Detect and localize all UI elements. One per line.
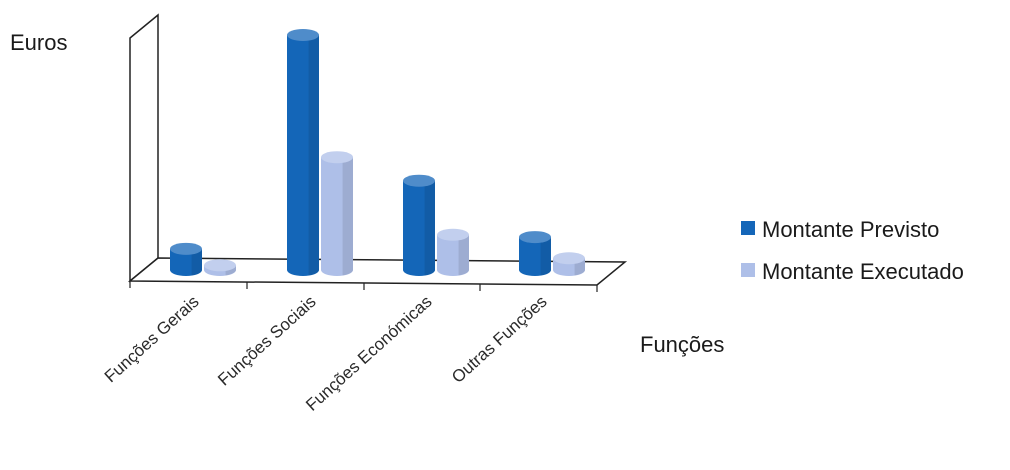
bar-cap xyxy=(403,174,435,187)
bar-cap xyxy=(287,29,319,41)
bar-cap xyxy=(204,259,236,272)
legend-swatch-previsto xyxy=(741,221,755,235)
legend-label-executado: Montante Executado xyxy=(762,259,964,284)
bar-shade xyxy=(458,234,469,276)
bar-cap xyxy=(170,242,202,255)
back-wall xyxy=(129,13,159,283)
bar-shade xyxy=(342,157,353,276)
bar-shade xyxy=(540,237,551,276)
bar-0-0 xyxy=(170,242,202,276)
bar-shade xyxy=(424,180,435,276)
bar-3-1 xyxy=(553,252,585,276)
category-label: Funções Económicas xyxy=(302,292,435,415)
bar-1-1 xyxy=(321,151,353,276)
bar-2-0 xyxy=(403,174,435,276)
bar-0-1 xyxy=(204,259,236,276)
bar-cap xyxy=(437,228,469,241)
floor xyxy=(127,257,628,286)
bar-group xyxy=(170,29,585,276)
bar-shade xyxy=(308,35,319,276)
y-axis-label: Euros xyxy=(10,30,67,55)
legend-label-previsto: Montante Previsto xyxy=(762,217,939,242)
category-label: Funções Gerais xyxy=(101,292,203,386)
bar-3-0 xyxy=(519,231,551,276)
bar-2-1 xyxy=(437,228,469,276)
legend: Montante Previsto Montante Executado xyxy=(741,217,964,284)
bar-cap xyxy=(553,252,585,265)
bar-1-0 xyxy=(287,29,319,276)
x-axis-label: Funções xyxy=(640,332,724,357)
category-label: Funções Sociais xyxy=(214,292,319,390)
bar-cap xyxy=(321,151,353,164)
chart-walls xyxy=(127,13,628,292)
bar-cap xyxy=(519,231,551,244)
legend-swatch-executado xyxy=(741,263,755,277)
category-label: Outras Funções xyxy=(448,292,551,387)
bar-shade xyxy=(191,248,202,276)
